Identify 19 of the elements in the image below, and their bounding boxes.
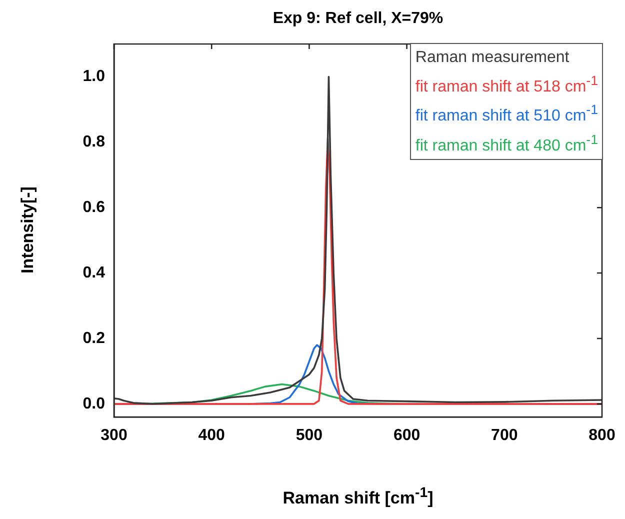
text: fit raman shift at 518 cm$^{-1}$ [415, 72, 598, 98]
chart-title: Exp 9: Ref cell, X=79% [272, 10, 444, 28]
text: Raman measurement [415, 48, 570, 68]
y-tick-label: 0.2 [82, 330, 106, 347]
y-tick-label: 0.4 [82, 264, 106, 282]
y-tick-label: 0.0 [82, 395, 106, 412]
text: fit raman shift at 510 cm$^{-1}$ [415, 101, 598, 127]
x-tick-label: 700 [491, 427, 518, 444]
text: fit raman shift at 480 cm$^{-1}$ [415, 130, 598, 156]
y-tick-label: 1.0 [82, 68, 106, 86]
x-tick-label: 800 [588, 427, 616, 444]
y-axis-title: Intensity[-] [18, 186, 38, 274]
x-tick-label: 400 [198, 427, 226, 444]
x-tick-label: 600 [393, 427, 420, 444]
x-axis-title: Raman shift [cm$^{-1}$] [282, 485, 434, 509]
x-tick-label: 300 [100, 427, 128, 444]
y-tick-label: 0.8 [82, 134, 106, 151]
y-tick-label: 0.6 [82, 199, 106, 216]
x-tick-label: 500 [296, 427, 323, 444]
